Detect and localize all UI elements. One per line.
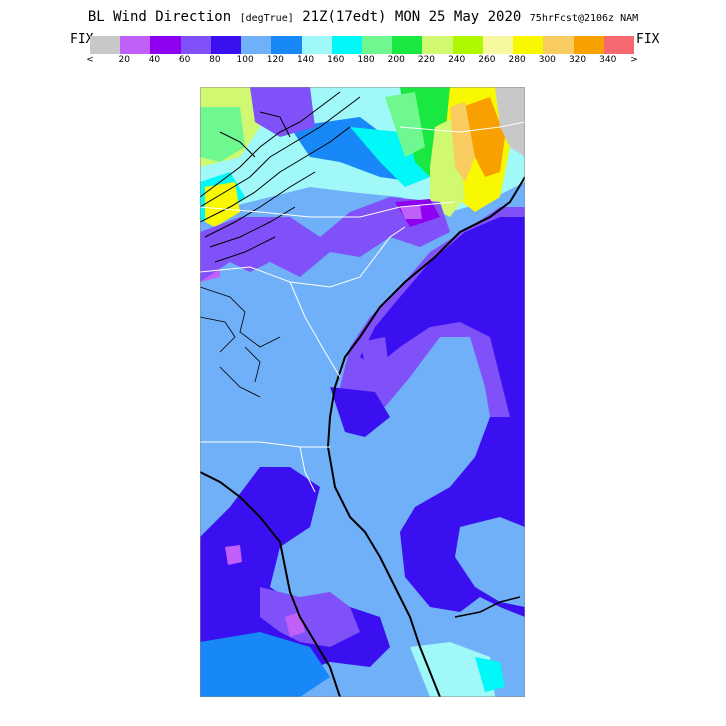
tick-label: 340 (599, 55, 617, 65)
keys-coastline (454, 596, 521, 618)
color-scale-bar (90, 36, 634, 54)
color-swatch-14 (513, 36, 544, 54)
map-frame (200, 87, 525, 697)
color-swatch-8 (331, 36, 362, 54)
region-northeast-orange (462, 97, 505, 177)
tick-label: 300 (538, 55, 556, 65)
color-swatch-1 (120, 36, 151, 54)
tick-label: 80 (209, 55, 221, 65)
region-south-cyan-patch (410, 642, 495, 697)
chart-title: BL Wind Direction [degTrue] 21Z(17edt) M… (0, 9, 726, 25)
tick-label: 40 (148, 55, 161, 65)
color-swatch-17 (603, 36, 634, 54)
color-swatch-3 (180, 36, 211, 54)
region-northeast-peach (450, 102, 475, 182)
region-south-blue-patch (200, 632, 330, 697)
tick-arrow-left: < (86, 55, 94, 65)
color-swatch-7 (301, 36, 332, 54)
region-southwest-lightblue (200, 452, 235, 512)
title-valid-time: 21Z(17edt) MON 25 May 2020 (302, 9, 522, 25)
color-swatch-6 (271, 36, 302, 54)
tick-label: 60 (178, 55, 191, 65)
color-swatch-4 (210, 36, 242, 54)
tick-label: 180 (357, 55, 375, 65)
region-south-lightpurple (260, 587, 360, 647)
region-northwest-green (200, 107, 245, 162)
color-swatch-13 (482, 36, 514, 54)
color-swatch-16 (573, 36, 604, 54)
wind-direction-map (200, 87, 525, 697)
color-swatch-5 (241, 36, 272, 54)
tick-label: 240 (448, 55, 466, 65)
state-borders (200, 121, 525, 493)
color-swatch-9 (361, 36, 393, 54)
coastline (326, 176, 525, 697)
fix-label-left: FIX (70, 32, 94, 47)
tick-label: 200 (387, 55, 405, 65)
region-north-lightpurple (250, 87, 315, 137)
fix-label-right: FIX (636, 32, 660, 47)
tick-label: 100 (236, 55, 254, 65)
region-south-magenta-spot-2 (225, 545, 242, 565)
region-north-cyan-bright (350, 127, 430, 187)
title-main: BL Wind Direction (87, 9, 232, 25)
color-swatch-12 (452, 36, 483, 54)
color-swatch-2 (150, 36, 181, 54)
tick-label: 160 (327, 55, 345, 65)
color-swatch-0 (90, 36, 121, 54)
county-lines (200, 286, 281, 398)
color-swatch-15 (543, 36, 574, 54)
color-swatch-10 (392, 36, 423, 54)
region-central-purple-band (200, 197, 450, 282)
region-atlantic-blue (360, 217, 525, 427)
region-south-cyan-bright (475, 657, 505, 692)
region-inland-lightpurple (360, 337, 390, 387)
color-scale-ticks: < > 20 40 60 80 100 120 140 160 180 200 220 240 260 2… (86, 55, 638, 67)
color-swatch-11 (422, 36, 453, 54)
region-central-magenta-spot (400, 205, 422, 219)
region-inland-purple (330, 387, 390, 437)
tick-label: 320 (568, 55, 587, 65)
region-northwest-yellow (205, 182, 240, 227)
region-offshore-south-lightblue (455, 517, 525, 607)
tick-label: 120 (266, 55, 284, 65)
title-forecast: 75hrFcst@2106z NAM (529, 13, 639, 24)
tick-label: 140 (296, 55, 315, 65)
tick-arrow-right: > (630, 55, 638, 65)
florida-west-coast (200, 471, 341, 697)
tick-label: 280 (508, 55, 526, 65)
title-unit: [degTrue] (239, 13, 294, 24)
tick-label: 260 (478, 55, 496, 65)
region-northeast-grey (495, 87, 525, 157)
region-north-lightgreen (385, 92, 425, 157)
tick-label: 20 (118, 55, 130, 65)
tick-label: 220 (417, 55, 436, 65)
